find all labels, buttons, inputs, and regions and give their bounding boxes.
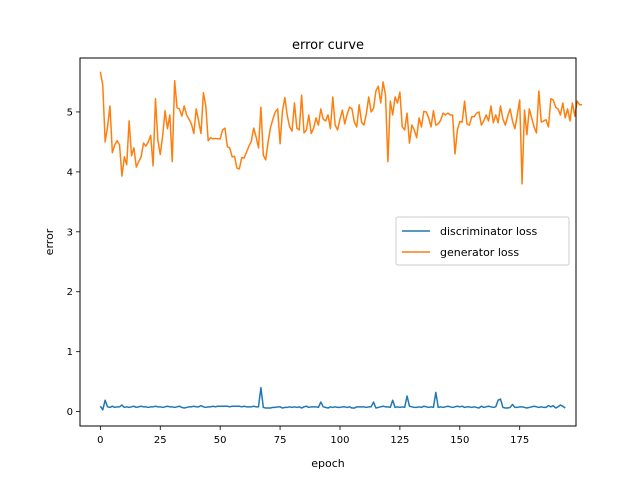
y-tick-label: 4 (67, 167, 73, 178)
x-tick-label: 0 (97, 435, 103, 446)
y-tick-label: 1 (67, 347, 73, 358)
y-tick-label: 3 (67, 227, 73, 238)
x-axis-label: epoch (311, 457, 345, 470)
y-tick-label: 2 (67, 287, 73, 298)
x-axis: 0 25 50 75 100 125 150 175 (97, 426, 529, 446)
legend: discriminator loss generator loss (395, 216, 570, 266)
x-tick-label: 150 (450, 435, 469, 446)
x-tick-label: 75 (274, 435, 287, 446)
x-tick-label: 125 (390, 435, 409, 446)
chart-title: error curve (292, 38, 364, 53)
y-axis: 0 1 2 3 4 5 (67, 107, 80, 418)
x-tick-label: 50 (214, 435, 227, 446)
legend-label-generator: generator loss (440, 246, 519, 259)
x-tick-label: 100 (330, 435, 349, 446)
series-line-discriminator (99, 386, 566, 411)
legend-box (395, 216, 570, 266)
legend-label-discriminator: discriminator loss (440, 225, 537, 238)
y-tick-label: 5 (67, 107, 73, 118)
y-axis-label: error (43, 228, 56, 255)
series-line-generator (99, 71, 582, 185)
x-tick-label: 175 (510, 435, 529, 446)
plot-frame (79, 57, 577, 427)
x-tick-label: 25 (154, 435, 167, 446)
y-tick-label: 0 (67, 407, 73, 418)
series-layer (99, 71, 582, 411)
